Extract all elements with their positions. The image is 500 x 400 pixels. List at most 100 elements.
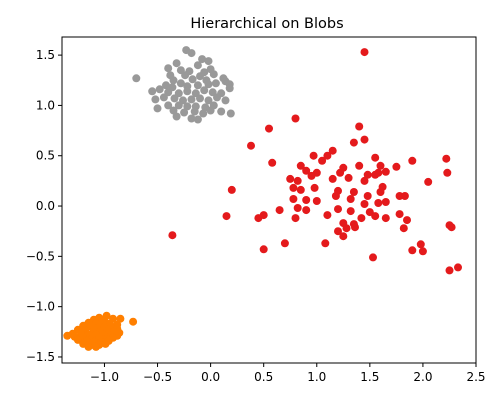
- data-point: [211, 79, 220, 88]
- data-point: [259, 245, 268, 254]
- data-point: [342, 224, 351, 233]
- data-point: [172, 59, 181, 68]
- data-point: [408, 156, 417, 165]
- data-point: [371, 212, 380, 221]
- data-point: [371, 153, 380, 162]
- data-point: [381, 214, 390, 223]
- data-point: [280, 239, 289, 248]
- data-point: [310, 183, 319, 192]
- data-point: [225, 84, 234, 93]
- x-tick-label: 0.5: [254, 370, 273, 384]
- data-point: [334, 227, 342, 236]
- y-tick-label: −0.5: [26, 249, 55, 263]
- data-point: [344, 173, 353, 182]
- data-point: [376, 188, 385, 196]
- data-point: [227, 185, 236, 194]
- data-point: [217, 107, 226, 116]
- data-point: [164, 101, 173, 110]
- data-point: [346, 195, 355, 203]
- data-point: [268, 158, 277, 167]
- data-point: [221, 77, 230, 86]
- data-point: [172, 112, 181, 121]
- data-point: [408, 246, 417, 255]
- data-point: [200, 86, 209, 95]
- data-point: [291, 114, 300, 123]
- data-point: [209, 70, 218, 79]
- data-point: [221, 96, 230, 105]
- data-point: [296, 161, 305, 170]
- data-point: [454, 263, 462, 272]
- data-point: [357, 214, 366, 223]
- data-point: [424, 177, 433, 186]
- data-point: [336, 168, 345, 177]
- data-point: [187, 49, 196, 58]
- x-tick-label: 1.5: [360, 370, 379, 384]
- data-point: [129, 317, 138, 326]
- data-point: [296, 185, 305, 194]
- data-point: [176, 79, 185, 88]
- x-tick-label: −0.5: [143, 370, 172, 384]
- data-point: [403, 216, 411, 225]
- data-point: [168, 231, 177, 240]
- data-point: [196, 72, 204, 81]
- y-tick-label: −1.0: [26, 300, 55, 314]
- data-point: [355, 161, 364, 170]
- data-point: [339, 232, 348, 241]
- data-point: [351, 223, 359, 232]
- data-point: [312, 197, 321, 205]
- data-point: [164, 64, 173, 73]
- data-point: [363, 170, 372, 179]
- data-point: [159, 93, 168, 102]
- data-point: [302, 206, 311, 215]
- data-point: [331, 192, 340, 200]
- data-point: [289, 195, 298, 203]
- y-tick-label: −1.5: [26, 350, 55, 364]
- data-point: [155, 85, 164, 94]
- data-point: [374, 199, 383, 207]
- data-point: [363, 192, 372, 200]
- data-point: [181, 71, 190, 80]
- x-tick-label: −1.0: [90, 370, 119, 384]
- data-point: [198, 55, 207, 64]
- data-point: [148, 87, 157, 96]
- data-point: [289, 183, 298, 192]
- data-point: [84, 342, 93, 351]
- data-point: [132, 74, 141, 83]
- data-point: [307, 171, 316, 180]
- data-point: [187, 114, 196, 123]
- data-point: [392, 162, 401, 171]
- chart-title: Hierarchical on Blobs: [190, 16, 343, 32]
- data-point: [360, 176, 369, 185]
- data-point: [247, 141, 255, 150]
- plot-frame: [61, 36, 477, 364]
- data-point: [188, 75, 197, 84]
- axes-layer: −1.0 −0.5 0.0 0.5 1.0 1.5 2.0 2.5 −1.5 −1.0 −0.5 0.…: [26, 36, 486, 384]
- data-point: [443, 168, 452, 177]
- data-point: [447, 223, 456, 232]
- data-point: [302, 196, 311, 204]
- data-point: [169, 106, 178, 115]
- x-tick-label: 1.0: [307, 370, 326, 384]
- data-point: [162, 81, 170, 90]
- data-point: [204, 57, 213, 66]
- data-point: [169, 76, 178, 85]
- data-point: [183, 87, 192, 96]
- data-point: [349, 188, 358, 196]
- y-tick-label: 1.5: [36, 48, 55, 62]
- data-point: [170, 94, 179, 103]
- data-point: [265, 124, 273, 133]
- data-point: [204, 96, 213, 105]
- data-point: [442, 154, 451, 163]
- data-point: [174, 101, 183, 110]
- data-point: [395, 210, 404, 219]
- data-point: [293, 204, 302, 212]
- data-point: [153, 104, 162, 113]
- data-point: [190, 107, 199, 116]
- data-point: [416, 240, 425, 249]
- points-layer: [63, 46, 462, 351]
- data-point: [371, 170, 380, 179]
- data-point: [196, 94, 204, 103]
- data-point: [318, 156, 327, 165]
- data-point: [445, 266, 454, 275]
- data-point: [92, 342, 100, 351]
